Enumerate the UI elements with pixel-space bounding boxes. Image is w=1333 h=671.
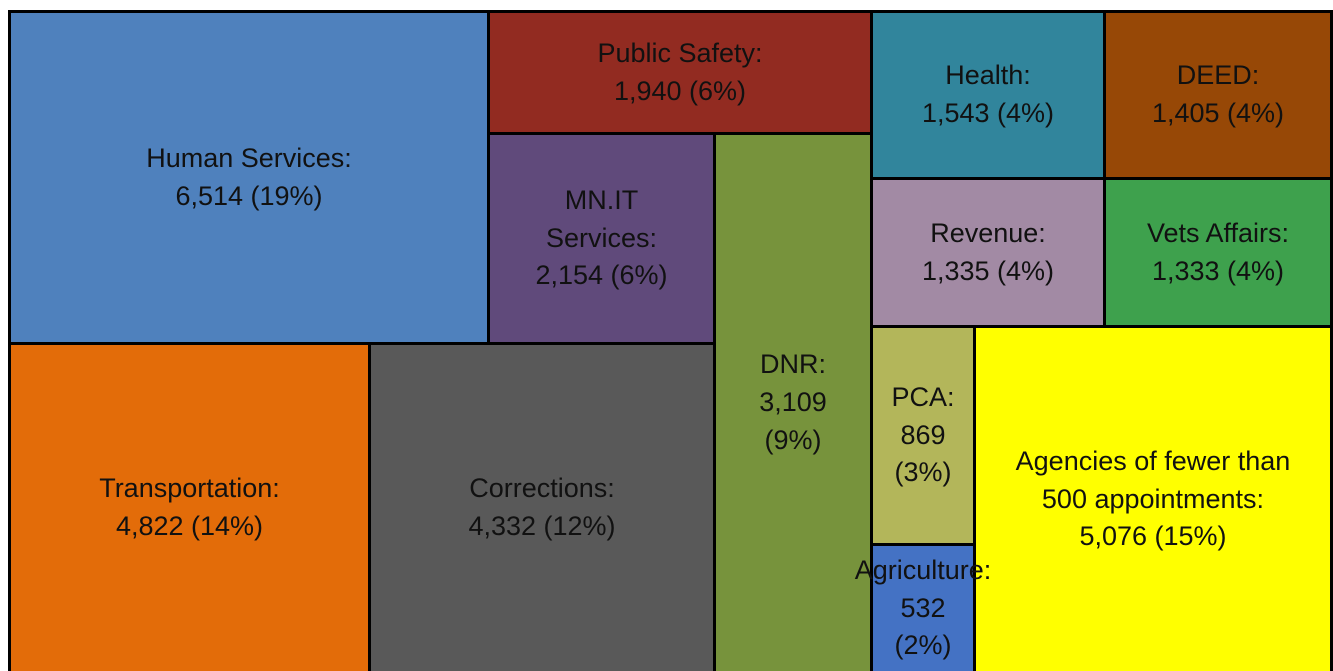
cell-label: Human Services: 6,514 (19%) xyxy=(69,140,429,216)
value-label: 6,514 (19%) xyxy=(175,180,323,211)
category-label: Agencies of fewer than 500 appointments: xyxy=(1015,445,1291,514)
value-label: 532 (2%) xyxy=(894,592,952,661)
category-label: Corrections: xyxy=(469,473,615,504)
cell-label: Agriculture: 532 (2%) xyxy=(855,552,992,665)
cell-label: Health: 1,543 (4%) xyxy=(883,57,1093,133)
category-label: Vets Affairs: xyxy=(1146,217,1290,248)
category-label: Human Services: xyxy=(146,142,352,173)
category-label: Transportation: xyxy=(99,473,280,504)
category-label: Agriculture: xyxy=(854,554,992,585)
value-label: 869 (3%) xyxy=(894,419,952,488)
cell-label: Public Safety: 1,940 (6%) xyxy=(500,35,860,111)
cell-label: Vets Affairs: 1,333 (4%) xyxy=(1108,215,1328,291)
treemap-cell: Corrections: 4,332 (12%) xyxy=(368,342,716,671)
category-label: PCA: xyxy=(891,381,955,412)
treemap-cell: Vets Affairs: 1,333 (4%) xyxy=(1103,177,1333,328)
treemap-cell: Revenue: 1,335 (4%) xyxy=(870,177,1106,328)
value-label: 4,332 (12%) xyxy=(468,511,616,541)
treemap-cell: MN.IT Services: 2,154 (6%) xyxy=(487,132,716,345)
value-label: 4,822 (14%) xyxy=(115,511,264,541)
category-label: DEED: xyxy=(1176,60,1260,91)
treemap-cell: DEED: 1,405 (4%) xyxy=(1103,10,1333,180)
treemap-cell: Public Safety: 1,940 (6%) xyxy=(487,10,873,135)
cell-label: DEED: 1,405 (4%) xyxy=(1113,57,1323,133)
cell-label: Transportation: 4,822 (14%) xyxy=(20,470,360,546)
cell-label: Agencies of fewer than 500 appointments:… xyxy=(1003,443,1303,556)
value-label: 2,154 (6%) xyxy=(535,260,668,291)
category-label: Revenue: xyxy=(930,217,1046,248)
category-label: MN.IT Services: xyxy=(545,184,658,253)
treemap-cell: Transportation: 4,822 (14%) xyxy=(8,342,371,671)
category-label: Health: xyxy=(945,60,1031,91)
category-label: DNR: xyxy=(760,349,826,380)
cell-label: MN.IT Services: 2,154 (6%) xyxy=(519,182,684,295)
value-label: 3,109 (9%) xyxy=(759,387,827,455)
cell-label: PCA: 869 (3%) xyxy=(878,379,968,492)
value-label: 1,333 (4%) xyxy=(1151,255,1285,286)
treemap-cell: Health: 1,543 (4%) xyxy=(870,10,1106,180)
value-label: 1,940 (6%) xyxy=(613,75,747,106)
value-label: 1,405 (4%) xyxy=(1151,98,1285,128)
value-label: 1,543 (4%) xyxy=(921,98,1055,128)
treemap-cell: PCA: 869 (3%) xyxy=(870,325,976,546)
category-label: Public Safety: xyxy=(597,37,763,68)
value-label: 5,076 (15%) xyxy=(1079,521,1227,552)
cell-label: DNR: 3,109 (9%) xyxy=(738,346,848,459)
value-label: 1,335 (4%) xyxy=(921,255,1055,286)
treemap-cell: DNR: 3,109 (9%) xyxy=(713,132,873,671)
cell-label: Corrections: 4,332 (12%) xyxy=(377,470,707,546)
treemap-cell: Human Services: 6,514 (19%) xyxy=(8,10,490,345)
treemap-cell: Agencies of fewer than 500 appointments:… xyxy=(973,325,1333,671)
treemap-cell: Agriculture: 532 (2%) xyxy=(855,543,992,671)
cell-label: Revenue: 1,335 (4%) xyxy=(883,215,1093,291)
